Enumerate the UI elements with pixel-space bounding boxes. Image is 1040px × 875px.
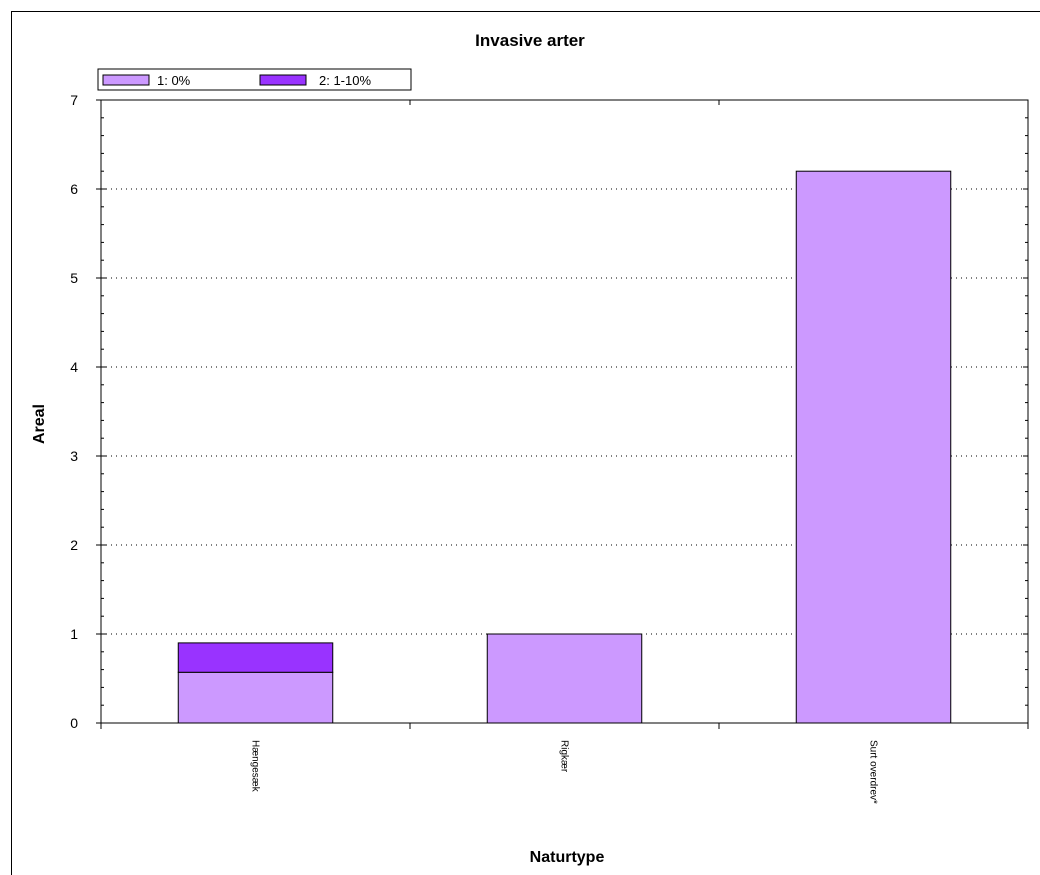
chart-title: Invasive arter (475, 31, 585, 50)
bar-1-3 (795, 170, 952, 724)
legend-box (97, 68, 412, 91)
bar-1-1 (177, 671, 334, 724)
x-category-label: Hængesæk (250, 740, 261, 793)
x-tick-labels: Hængesæk Rigkær Surt overdrev* (250, 740, 879, 804)
bar-1-2 (486, 633, 643, 724)
y-tick-labels: 0 1 2 3 4 5 6 7 (70, 92, 78, 731)
bar-2-1 (177, 642, 334, 673)
y-tick-label: 6 (70, 181, 78, 197)
bars (177, 170, 952, 724)
x-category-label: Surt overdrev* (868, 740, 879, 804)
legend-label-series-2: 2: 1-10% (319, 73, 371, 88)
y-tick-label: 1 (70, 626, 78, 642)
y-tick-label: 5 (70, 270, 78, 286)
axes (96, 99, 1029, 729)
legend-swatch-series-2 (259, 74, 307, 86)
legend-label-series-1: 1: 0% (157, 73, 191, 88)
y-axis-label: Areal (31, 404, 48, 444)
plot-border (100, 99, 1029, 724)
y-tick-label: 0 (70, 715, 78, 731)
legend-swatch-series-1 (102, 74, 150, 86)
x-category-label: Rigkær (559, 740, 570, 773)
x-axis-label: Naturtype (530, 849, 605, 866)
y-tick-label: 3 (70, 448, 78, 464)
legend: 1: 0% 2: 1-10% (97, 68, 412, 91)
y-tick-label: 7 (70, 92, 78, 108)
y-tick-label: 2 (70, 537, 78, 553)
y-tick-label: 4 (70, 359, 78, 375)
